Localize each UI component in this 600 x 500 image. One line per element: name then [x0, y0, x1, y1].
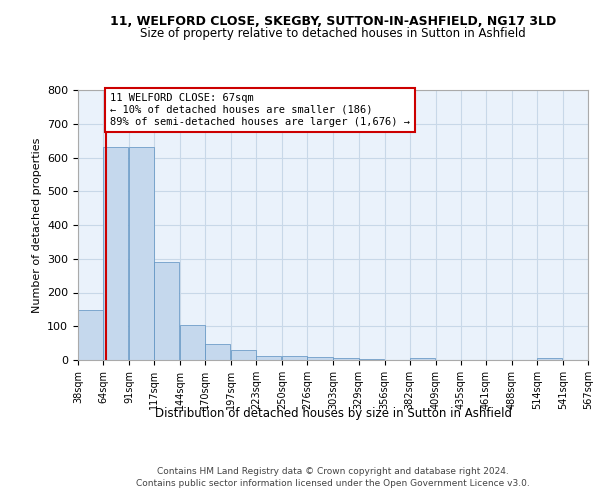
Bar — [129, 148, 154, 360]
Bar — [231, 350, 256, 360]
Text: 11, WELFORD CLOSE, SKEGBY, SUTTON-IN-ASHFIELD, NG17 3LD: 11, WELFORD CLOSE, SKEGBY, SUTTON-IN-ASH… — [110, 15, 556, 28]
Bar — [103, 148, 128, 360]
Text: Contains HM Land Registry data © Crown copyright and database right 2024.: Contains HM Land Registry data © Crown c… — [157, 468, 509, 476]
Text: Contains public sector information licensed under the Open Government Licence v3: Contains public sector information licen… — [136, 479, 530, 488]
Bar — [154, 262, 179, 360]
Bar — [256, 356, 281, 360]
Bar — [537, 358, 562, 360]
Text: Size of property relative to detached houses in Sutton in Ashfield: Size of property relative to detached ho… — [140, 28, 526, 40]
Bar — [307, 358, 332, 360]
Bar — [78, 310, 103, 360]
Bar — [283, 356, 307, 360]
Bar — [334, 358, 359, 360]
Y-axis label: Number of detached properties: Number of detached properties — [32, 138, 41, 312]
Bar — [205, 344, 230, 360]
Text: 11 WELFORD CLOSE: 67sqm
← 10% of detached houses are smaller (186)
89% of semi-d: 11 WELFORD CLOSE: 67sqm ← 10% of detache… — [110, 94, 410, 126]
Text: Distribution of detached houses by size in Sutton in Ashfield: Distribution of detached houses by size … — [155, 408, 512, 420]
Bar — [410, 358, 435, 360]
Bar — [180, 324, 205, 360]
